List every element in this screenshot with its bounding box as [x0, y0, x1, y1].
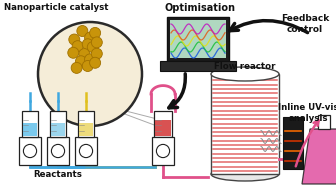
Bar: [23, 123, 37, 136]
Bar: [75, 137, 97, 165]
Bar: [283, 117, 303, 169]
Text: Feedback
control: Feedback control: [281, 14, 329, 34]
Circle shape: [91, 48, 102, 59]
Circle shape: [85, 32, 95, 43]
Bar: [318, 115, 330, 129]
Circle shape: [77, 26, 88, 36]
Circle shape: [24, 144, 37, 158]
Bar: [167, 17, 229, 61]
Circle shape: [38, 22, 142, 126]
Ellipse shape: [211, 67, 279, 81]
Text: Optimisation: Optimisation: [165, 3, 236, 13]
Circle shape: [156, 144, 170, 158]
Bar: [152, 137, 174, 165]
Circle shape: [72, 41, 83, 52]
Bar: [154, 111, 172, 137]
Circle shape: [79, 144, 93, 158]
Circle shape: [76, 56, 86, 67]
Circle shape: [69, 34, 80, 45]
Circle shape: [85, 54, 95, 65]
Circle shape: [91, 37, 102, 48]
Bar: [51, 123, 65, 136]
Ellipse shape: [211, 167, 279, 181]
Text: Nanoparticle catalyst: Nanoparticle catalyst: [4, 3, 109, 12]
Circle shape: [82, 39, 93, 50]
Bar: [211, 74, 279, 174]
Bar: [22, 111, 38, 137]
Bar: [19, 137, 41, 165]
Bar: [78, 111, 94, 137]
Text: Flow reactor: Flow reactor: [214, 62, 276, 71]
Bar: [160, 61, 236, 71]
Polygon shape: [302, 129, 336, 184]
Circle shape: [82, 60, 93, 71]
Text: Reactants: Reactants: [34, 170, 82, 179]
Circle shape: [87, 42, 98, 53]
Circle shape: [51, 144, 65, 158]
Circle shape: [71, 62, 82, 73]
Bar: [79, 123, 93, 136]
Circle shape: [79, 49, 90, 60]
Circle shape: [90, 57, 100, 68]
Bar: [50, 111, 66, 137]
Circle shape: [68, 47, 79, 58]
Bar: [170, 20, 226, 58]
Bar: [47, 137, 69, 165]
Text: Inline UV-vis
analysis: Inline UV-vis analysis: [278, 103, 336, 123]
Circle shape: [90, 27, 100, 38]
Bar: [155, 120, 171, 136]
